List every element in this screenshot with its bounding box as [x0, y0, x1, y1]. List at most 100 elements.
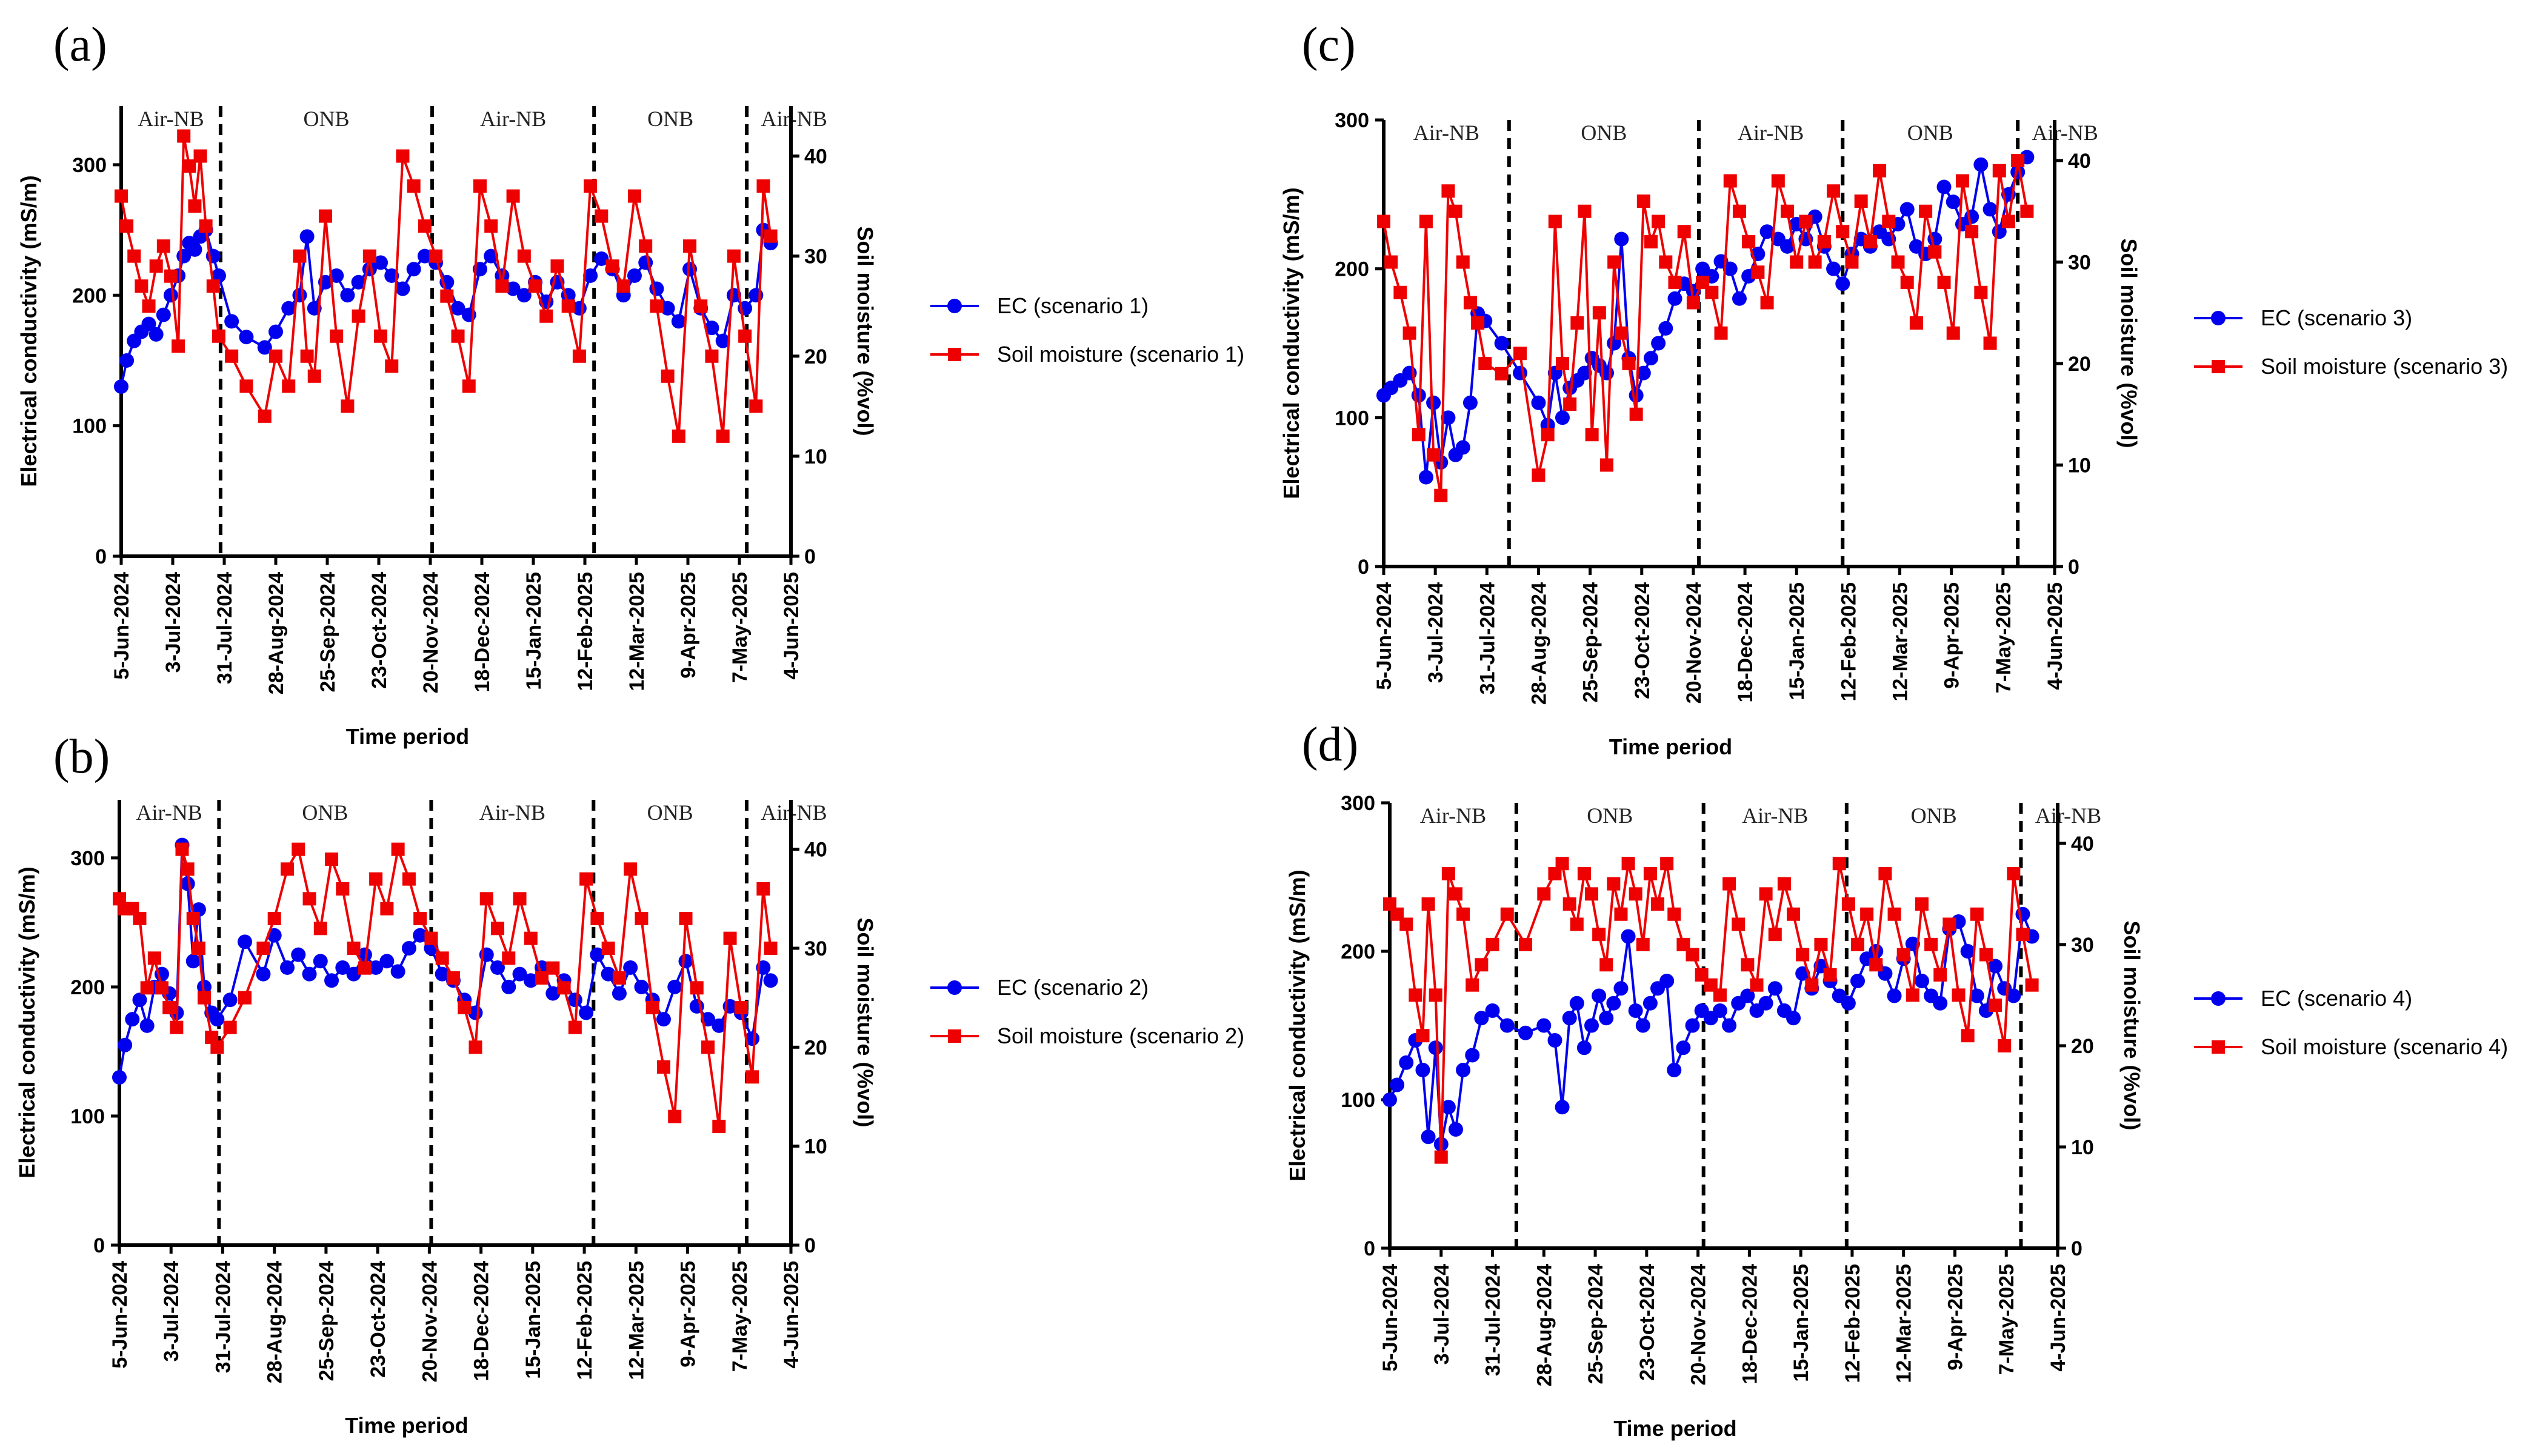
soil-moisture-point — [1548, 866, 1562, 880]
soil-moisture-point — [1974, 285, 1988, 299]
legend-item-soil-moisture: Soil moisture (scenario 4) — [2194, 1034, 2508, 1059]
soil-moisture-point — [1456, 907, 1470, 921]
soil-moisture-point — [1434, 488, 1448, 502]
soil-moisture-point — [1652, 214, 1666, 228]
ec-point — [1441, 410, 1456, 425]
soil-moisture-point — [1495, 367, 1509, 381]
ec-point — [1786, 1011, 1801, 1026]
ec-point — [1536, 1018, 1552, 1033]
ec-point — [118, 1037, 133, 1052]
x-tick-label: 3-Jul-2024 — [1424, 582, 1447, 683]
ec-point — [292, 288, 307, 303]
soil-moisture-point — [535, 971, 549, 985]
soil-moisture-point — [712, 1120, 726, 1133]
x-tick-label: 7-May-2025 — [1995, 1264, 2018, 1375]
x-tick-label: 20-Nov-2024 — [418, 1261, 441, 1382]
ec-point — [601, 966, 616, 982]
soil-moisture-point — [1563, 397, 1577, 411]
ec-point — [324, 973, 339, 988]
soil-moisture-point — [182, 159, 196, 173]
phase-label: Air-NB — [2032, 121, 2098, 145]
soil-moisture-point — [1383, 897, 1396, 911]
phase-label: Air-NB — [1742, 803, 1808, 828]
soil-moisture-point — [639, 239, 653, 253]
soil-moisture-point — [484, 219, 498, 233]
soil-moisture-point — [300, 349, 314, 363]
ec-point — [1455, 440, 1470, 455]
soil-moisture-point — [1869, 958, 1883, 972]
soil-moisture-point — [764, 229, 778, 243]
soil-moisture-point — [1998, 1039, 2012, 1052]
soil-moisture-point — [429, 249, 443, 263]
phase-label: ONB — [303, 107, 349, 131]
ec-point — [1643, 351, 1658, 366]
left-y-tick-label: 100 — [70, 1105, 105, 1128]
phase-label: ONB — [647, 107, 693, 131]
ec-point — [1555, 1100, 1570, 1115]
soil-moisture-point — [1909, 316, 1923, 330]
x-tick-label: 12-Mar-2025 — [1889, 582, 1912, 702]
ec-point — [1841, 996, 1856, 1011]
soil-moisture-point — [1805, 978, 1819, 992]
right-y-tick-label: 30 — [2068, 251, 2091, 274]
ec-point — [1758, 996, 1773, 1011]
soil-moisture-point — [1790, 255, 1804, 269]
soil-moisture-point — [1677, 225, 1691, 239]
ec-point — [1485, 1003, 1500, 1018]
soil-moisture-point — [446, 971, 460, 985]
legend-item-ec: EC (scenario 4) — [2194, 986, 2412, 1011]
soil-moisture-point — [1705, 285, 1719, 299]
soil-moisture-point — [1799, 214, 1813, 228]
right-y-tick-label: 0 — [804, 545, 816, 568]
soil-moisture-point — [1532, 468, 1546, 482]
right-y-tick-label: 20 — [804, 1036, 827, 1059]
x-tick-label: 25-Sep-2024 — [316, 572, 339, 693]
x-tick-label: 20-Nov-2024 — [1687, 1264, 1710, 1385]
soil-moisture-point — [1983, 336, 1997, 350]
x-axis-title: Time period — [346, 724, 469, 749]
right-y-tick-label: 40 — [804, 145, 827, 168]
ec-point — [1740, 988, 1755, 1003]
ec-point — [302, 966, 317, 982]
soil-moisture-point — [624, 862, 638, 876]
legend-item-soil-moisture: Soil moisture (scenario 1) — [930, 342, 1244, 367]
x-tick-label: 23-Oct-2024 — [1636, 1264, 1659, 1381]
soil-moisture-point — [352, 309, 365, 323]
x-tick-label: 28-Aug-2024 — [265, 572, 288, 694]
soil-moisture-point — [1808, 255, 1822, 269]
soil-moisture-point — [302, 892, 316, 906]
soil-moisture-point — [142, 299, 156, 313]
soil-moisture-point — [336, 882, 350, 896]
ec-point — [281, 301, 296, 316]
soil-moisture-point — [380, 902, 394, 916]
ec-point — [1462, 395, 1478, 410]
ec-point — [395, 281, 410, 296]
soil-moisture-point — [223, 1020, 237, 1034]
ec-point — [516, 288, 532, 303]
soil-moisture-point — [362, 249, 376, 263]
phase-label: ONB — [647, 800, 693, 825]
phase-label: ONB — [1907, 121, 1953, 145]
ec-point — [413, 928, 428, 943]
soil-moisture-point — [1919, 204, 1933, 218]
soil-moisture-point — [1714, 326, 1728, 340]
x-axis-title: Time period — [345, 1413, 468, 1438]
soil-moisture-point — [238, 991, 252, 1005]
soil-moisture-point — [668, 1109, 682, 1123]
right-y-tick-label: 40 — [804, 839, 827, 862]
ec-point — [335, 960, 350, 975]
soil-moisture-point — [1668, 276, 1682, 289]
ec-point — [1676, 1040, 1691, 1055]
ec-point — [583, 268, 598, 283]
ec-point — [268, 324, 283, 339]
soil-moisture-point — [293, 249, 307, 263]
ec-point — [1569, 996, 1584, 1011]
y-axis-title: Electrical conductivity (mS/m) — [15, 866, 39, 1178]
x-tick-label: 12-Mar-2025 — [1893, 1264, 1916, 1383]
soil-moisture-point — [1906, 988, 1919, 1002]
soil-moisture-line — [120, 136, 772, 437]
x-tick-label: 5-Jun-2024 — [1373, 582, 1396, 690]
soil-moisture-point — [1979, 948, 1993, 962]
chart-panel: (b) Air-NB ONB Air-NB ONB Air-NB 0 100 200 300 0 10… — [15, 730, 1244, 1438]
soil-moisture-point — [1771, 174, 1785, 188]
